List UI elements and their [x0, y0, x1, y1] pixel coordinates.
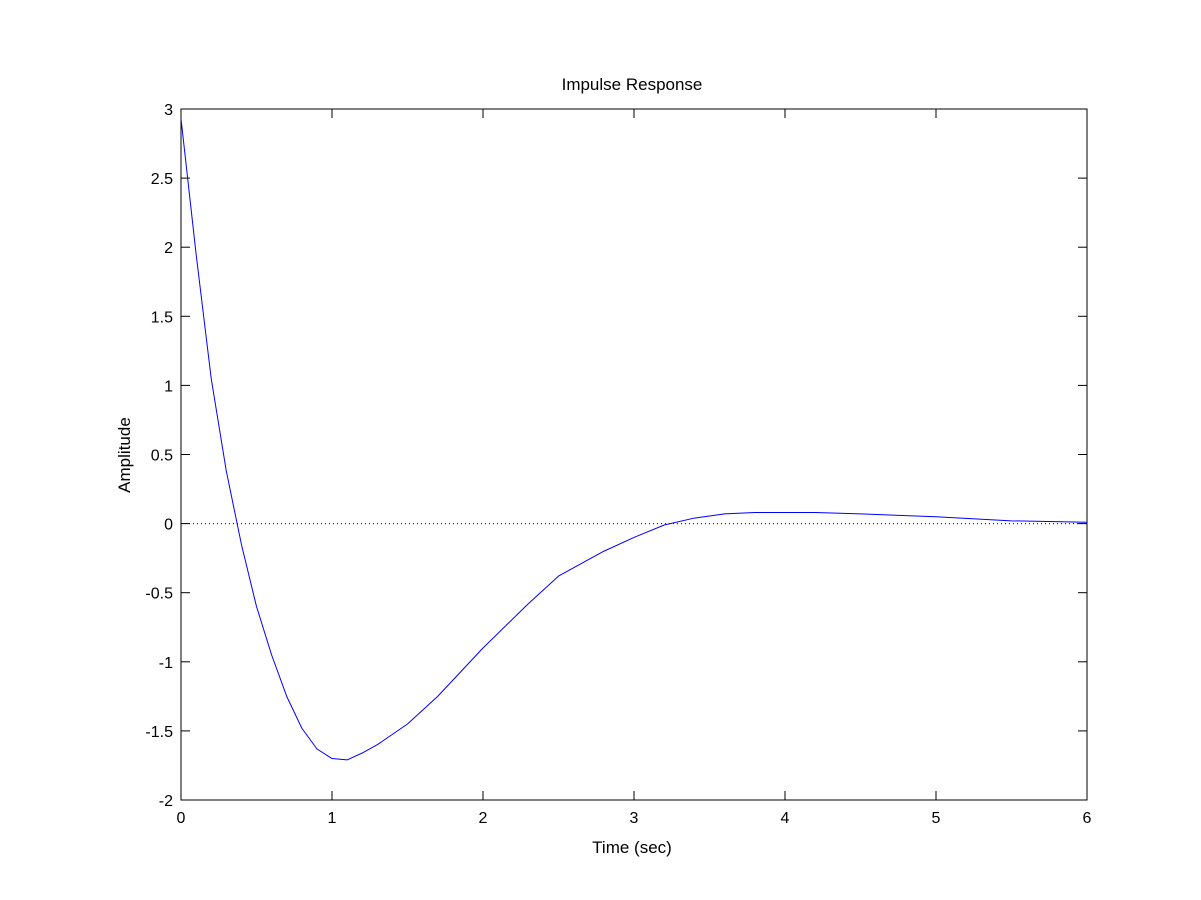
- y-tick-label: 3: [164, 102, 173, 119]
- impulse-response-line: [180, 118, 1088, 761]
- y-tick-label: -0.5: [145, 586, 173, 603]
- plot-area: [180, 108, 1088, 801]
- y-tick-label: 2.5: [151, 171, 173, 188]
- y-tick-label: 1: [164, 378, 173, 395]
- chart-title: Impulse Response: [562, 75, 703, 94]
- y-tick-label: 1.5: [151, 309, 173, 326]
- y-tick-label: 0: [164, 517, 173, 534]
- y-tick-label: -1.5: [145, 724, 173, 741]
- x-tick-label: 0: [177, 810, 186, 827]
- x-axis-label: Time (sec): [592, 838, 672, 857]
- y-tick-label: 2: [164, 240, 173, 257]
- y-tick-labels: -2 -1.5 -1 -0.5 0 0.5 1 1.5 2 2.5 3: [145, 102, 173, 810]
- x-tick-label: 1: [328, 810, 337, 827]
- y-tick-label: -1: [159, 655, 173, 672]
- y-tick-label: -2: [159, 793, 173, 810]
- x-tick-label: 3: [630, 810, 639, 827]
- x-tick-label: 4: [781, 810, 790, 827]
- x-tick-label: 6: [1083, 810, 1092, 827]
- x-tick-label: 5: [932, 810, 941, 827]
- series-lines: [180, 118, 1088, 761]
- y-axis-label: Amplitude: [115, 417, 134, 493]
- axis-ticks: [180, 108, 1088, 801]
- x-tick-labels: 0 1 2 3 4 5 6: [177, 810, 1092, 827]
- x-tick-label: 2: [479, 810, 488, 827]
- y-tick-label: 0.5: [151, 448, 173, 465]
